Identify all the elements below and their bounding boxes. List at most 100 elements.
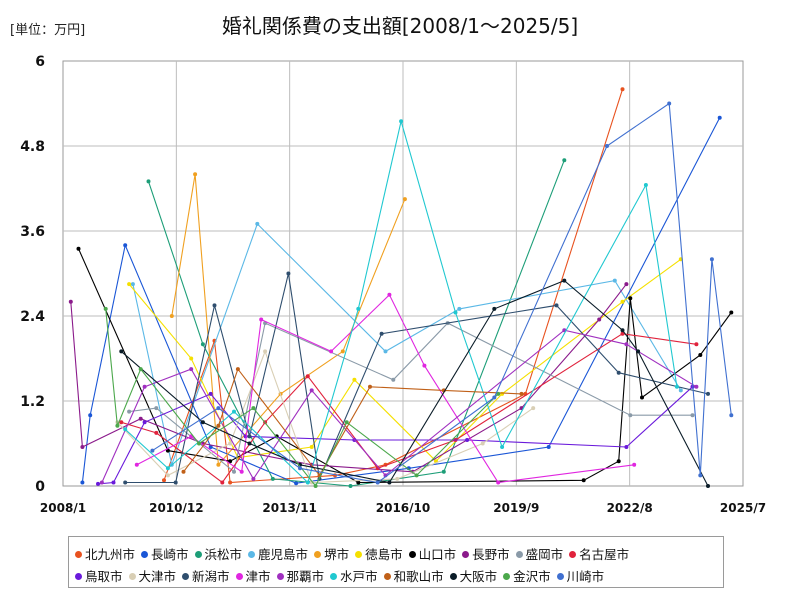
legend-marker — [383, 573, 391, 580]
legend-label: 新潟市 — [192, 569, 230, 584]
data-point — [193, 172, 198, 177]
data-point — [154, 430, 159, 435]
data-point — [706, 484, 710, 488]
series-6 — [127, 257, 683, 464]
data-point — [200, 420, 205, 425]
data-point — [134, 462, 139, 467]
legend-label: 山口市 — [418, 547, 457, 562]
data-point — [395, 476, 400, 481]
data-point — [422, 363, 427, 368]
data-point — [228, 441, 233, 446]
legend-marker — [182, 573, 190, 580]
data-point — [717, 115, 722, 120]
data-point — [212, 303, 217, 308]
legend-item: 津市 — [235, 566, 271, 585]
data-point — [706, 391, 710, 396]
data-point — [356, 306, 361, 311]
data-point — [150, 448, 155, 453]
data-point — [620, 331, 625, 336]
data-point — [620, 87, 625, 92]
legend-marker — [276, 573, 284, 580]
data-point — [457, 306, 462, 311]
legend-marker — [355, 551, 363, 558]
series-line — [125, 273, 709, 484]
legend-item: 長野市 — [462, 544, 510, 563]
data-point — [189, 367, 194, 372]
data-point — [375, 480, 380, 485]
data-point — [197, 441, 201, 446]
data-point — [492, 306, 497, 311]
data-point — [391, 377, 396, 382]
legend-marker — [235, 573, 243, 580]
data-point — [620, 328, 625, 333]
legend-item: 那覇市 — [276, 566, 324, 585]
data-point — [546, 445, 551, 449]
series-20 — [150, 101, 734, 485]
legend-label: 鳥取市 — [85, 569, 123, 584]
x-tick-label: 2010/12 — [149, 501, 203, 515]
legend-label: 水戸市 — [340, 569, 378, 584]
legend-marker — [330, 573, 338, 580]
data-point — [216, 423, 221, 428]
data-point — [616, 459, 621, 464]
data-point — [208, 391, 213, 396]
data-point — [496, 391, 501, 396]
data-point — [597, 317, 602, 322]
data-point — [632, 462, 637, 467]
series-line — [81, 117, 721, 484]
data-point — [309, 388, 314, 393]
legend-label: 盛岡市 — [525, 547, 564, 562]
data-point — [344, 420, 349, 425]
data-point — [200, 342, 205, 347]
data-point — [729, 310, 734, 315]
data-point — [698, 353, 703, 357]
legend-item: 和歌山市 — [383, 566, 444, 585]
data-point — [232, 469, 236, 474]
data-point — [76, 246, 81, 251]
data-point — [402, 197, 407, 202]
data-point — [581, 478, 586, 483]
data-point — [628, 413, 633, 418]
data-point — [605, 144, 609, 148]
data-point — [309, 445, 314, 449]
data-point — [465, 438, 470, 442]
data-point — [162, 478, 166, 483]
legend-item: 堺市 — [314, 544, 349, 563]
data-point — [624, 282, 629, 287]
data-point — [643, 183, 648, 187]
data-point — [348, 484, 353, 488]
data-point — [142, 384, 147, 389]
data-point — [352, 377, 357, 382]
data-point — [216, 406, 221, 411]
data-point — [259, 317, 264, 322]
data-point — [562, 278, 567, 283]
data-point — [694, 342, 699, 347]
series-15 — [99, 328, 699, 485]
data-point — [562, 158, 567, 163]
legend-marker — [569, 551, 577, 558]
legend-item: 鹿児島市 — [248, 544, 308, 563]
legend-item: 徳島市 — [355, 544, 403, 563]
y-tick-label: 6 — [35, 54, 45, 70]
data-point — [189, 356, 194, 361]
legend-label: 大阪市 — [459, 569, 498, 584]
data-point — [356, 480, 361, 485]
data-point — [270, 476, 275, 481]
x-tick-label: 2008/1 — [40, 501, 86, 515]
data-point — [620, 299, 625, 304]
data-point — [368, 384, 372, 389]
legend-item: 浜松市 — [194, 544, 242, 563]
data-point — [628, 296, 633, 301]
data-point — [453, 310, 458, 315]
data-point — [251, 406, 256, 411]
data-point — [496, 480, 501, 485]
legend-marker — [75, 573, 82, 580]
data-point — [220, 480, 225, 485]
data-point — [690, 413, 695, 418]
data-point — [123, 427, 128, 432]
data-point — [247, 441, 252, 446]
data-point — [80, 445, 85, 449]
data-point — [251, 476, 256, 481]
data-point — [146, 179, 151, 184]
data-point — [127, 409, 132, 414]
